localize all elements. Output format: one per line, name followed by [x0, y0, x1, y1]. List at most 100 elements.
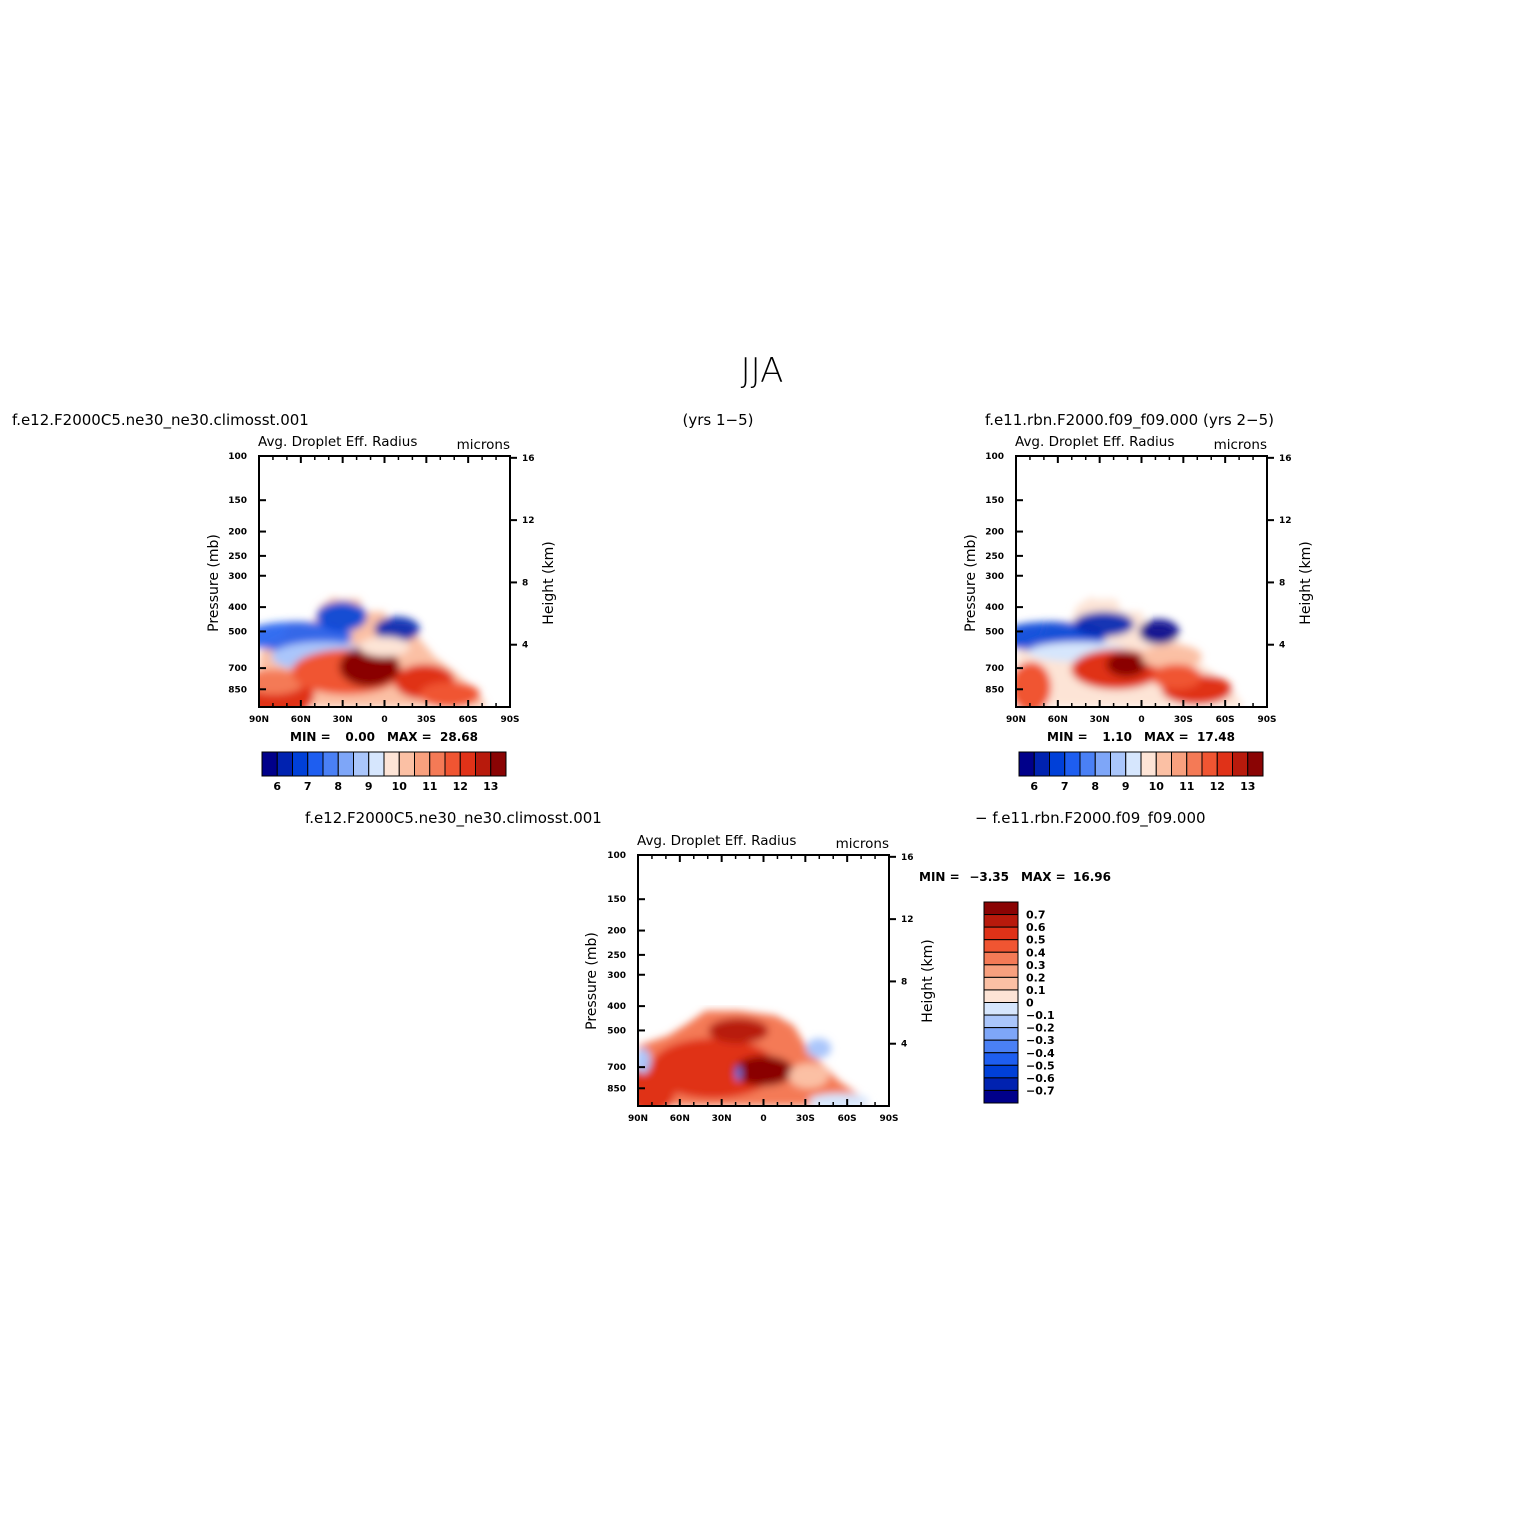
colorbar-swatch: [353, 751, 370, 777]
min-value: −3.35: [969, 870, 1009, 884]
colorbar-label: −0.4: [1026, 1047, 1055, 1060]
y-tick-label: 300: [985, 572, 1004, 582]
units-label: microns: [836, 836, 889, 852]
colorbar-label: −0.5: [1026, 1059, 1055, 1072]
colorbar-swatch: [983, 976, 1019, 991]
y-tick-label: 500: [607, 1026, 626, 1036]
colorbar-label: 9: [365, 780, 373, 793]
x-tick-label: 30N: [1090, 715, 1110, 725]
colorbar-swatch: [983, 964, 1019, 978]
colorbar-label: 12: [453, 780, 468, 793]
colorbar-label: 6: [273, 780, 281, 793]
colorbar-label: 6: [1030, 780, 1038, 793]
x-tick-label: 60S: [838, 1114, 857, 1124]
colorbar-label: 0.2: [1026, 971, 1046, 984]
y-tick-label: 300: [228, 572, 247, 582]
x-tick-label: 90N: [628, 1114, 648, 1124]
x-tick-label: 90S: [500, 715, 519, 725]
colorbar-swatch: [1186, 751, 1203, 777]
x-tick-label: 90S: [879, 1114, 898, 1124]
colorbar-swatch: [1049, 751, 1066, 777]
x-tick-label: 0: [760, 1114, 766, 1124]
contour-region: [733, 1055, 794, 1086]
contour-region: [1151, 664, 1202, 690]
y-axis-label-right: Height (km): [541, 541, 557, 624]
max-value: 28.68: [440, 730, 478, 744]
colorbar-swatch: [1247, 751, 1264, 777]
right-tick-label: 4: [522, 641, 528, 651]
colorbar-swatch: [983, 901, 1019, 916]
colorbar: 0.70.60.50.40.30.20.10−0.1−0.2−0.3−0.4−0…: [983, 901, 1055, 1104]
colorbar-label: 0.1: [1026, 984, 1046, 997]
max-label: MAX =: [1144, 730, 1189, 744]
colorbar-swatch: [983, 1002, 1019, 1016]
colorbar-swatch: [322, 751, 339, 777]
colorbar-label: 10: [392, 780, 408, 793]
contour-region: [1138, 619, 1180, 645]
colorbar-label: 0.5: [1026, 934, 1046, 947]
right-tick-label: 4: [1279, 641, 1285, 651]
panel-title: Avg. Droplet Eff. Radius: [1015, 434, 1174, 450]
years-label: (yrs 1−5): [683, 411, 754, 429]
x-tick-label: 0: [381, 715, 387, 725]
y-tick-label: 500: [228, 627, 247, 637]
x-tick-label: 60N: [1048, 715, 1068, 725]
colorbar-label: 12: [1210, 780, 1225, 793]
max-label: MAX =: [387, 730, 432, 744]
colorbar-swatch: [983, 1089, 1019, 1104]
colorbar-swatch: [1201, 751, 1218, 777]
y-tick-label: 700: [607, 1063, 626, 1073]
contour-region: [359, 636, 410, 657]
x-tick-label: 30S: [796, 1114, 815, 1124]
y-tick-label: 300: [607, 971, 626, 981]
colorbar-swatch: [1155, 751, 1172, 777]
contour-region: [788, 1063, 829, 1089]
case-name-top-left: f.e12.F2000C5.ne30_ne30.climosst.001: [12, 411, 309, 430]
colorbar-label: 0.4: [1026, 946, 1046, 959]
max-value: 16.96: [1073, 870, 1111, 884]
min-value: 1.10: [1102, 730, 1132, 744]
colorbar-swatch: [276, 751, 293, 777]
y-tick-label: 150: [985, 496, 1004, 506]
y-tick-label: 100: [985, 452, 1004, 462]
contour-region: [806, 1038, 832, 1059]
x-tick-label: 30N: [712, 1114, 732, 1124]
colorbar-swatch: [983, 989, 1019, 1003]
contour-region: [374, 616, 420, 642]
max-label: MAX =: [1021, 870, 1066, 884]
y-tick-label: 150: [228, 496, 247, 506]
x-tick-label: 90N: [249, 715, 269, 725]
y-axis-label: Pressure (mb): [963, 534, 979, 632]
panel-p2: Avg. Droplet Eff. Radius microns 90N 60N 3…: [963, 434, 1314, 793]
colorbar-label: 11: [422, 780, 437, 793]
case-name-top-right: f.e11.rbn.F2000.f09_f09.000 (yrs 2−5): [985, 411, 1274, 430]
right-tick-label: 8: [522, 578, 528, 588]
colorbar-label: −0.2: [1026, 1022, 1055, 1035]
right-tick-label: 12: [522, 516, 535, 526]
colorbar-label: 9: [1122, 780, 1130, 793]
colorbar-label: −0.3: [1026, 1034, 1055, 1047]
colorbar-swatch: [983, 1052, 1019, 1066]
x-tick-label: 30S: [1174, 715, 1193, 725]
contour-region: [808, 1093, 869, 1106]
colorbar-label: 0.3: [1026, 959, 1046, 972]
y-tick-label: 100: [228, 452, 247, 462]
colorbar-swatch: [983, 1077, 1019, 1091]
colorbar-swatch: [1232, 751, 1249, 777]
colorbar-label: 10: [1149, 780, 1165, 793]
min-label: MIN =: [290, 730, 331, 744]
contour-region: [419, 681, 480, 707]
colorbar-swatch: [983, 939, 1019, 953]
panel-p1: Avg. Droplet Eff. Radius microns 90N 60N 3…: [206, 434, 557, 793]
y-axis-label: Pressure (mb): [206, 534, 222, 632]
right-tick-label: 16: [901, 853, 914, 863]
colorbar-label: 0.6: [1026, 921, 1046, 934]
colorbar-label: 7: [304, 780, 312, 793]
colorbar-label: 8: [334, 780, 342, 793]
colorbar-swatch: [459, 751, 476, 777]
contour-region: [735, 1065, 741, 1081]
x-tick-label: 60N: [670, 1114, 690, 1124]
units-label: microns: [1214, 437, 1267, 453]
colorbar-label: 13: [1240, 780, 1255, 793]
contour-region: [1073, 611, 1134, 637]
